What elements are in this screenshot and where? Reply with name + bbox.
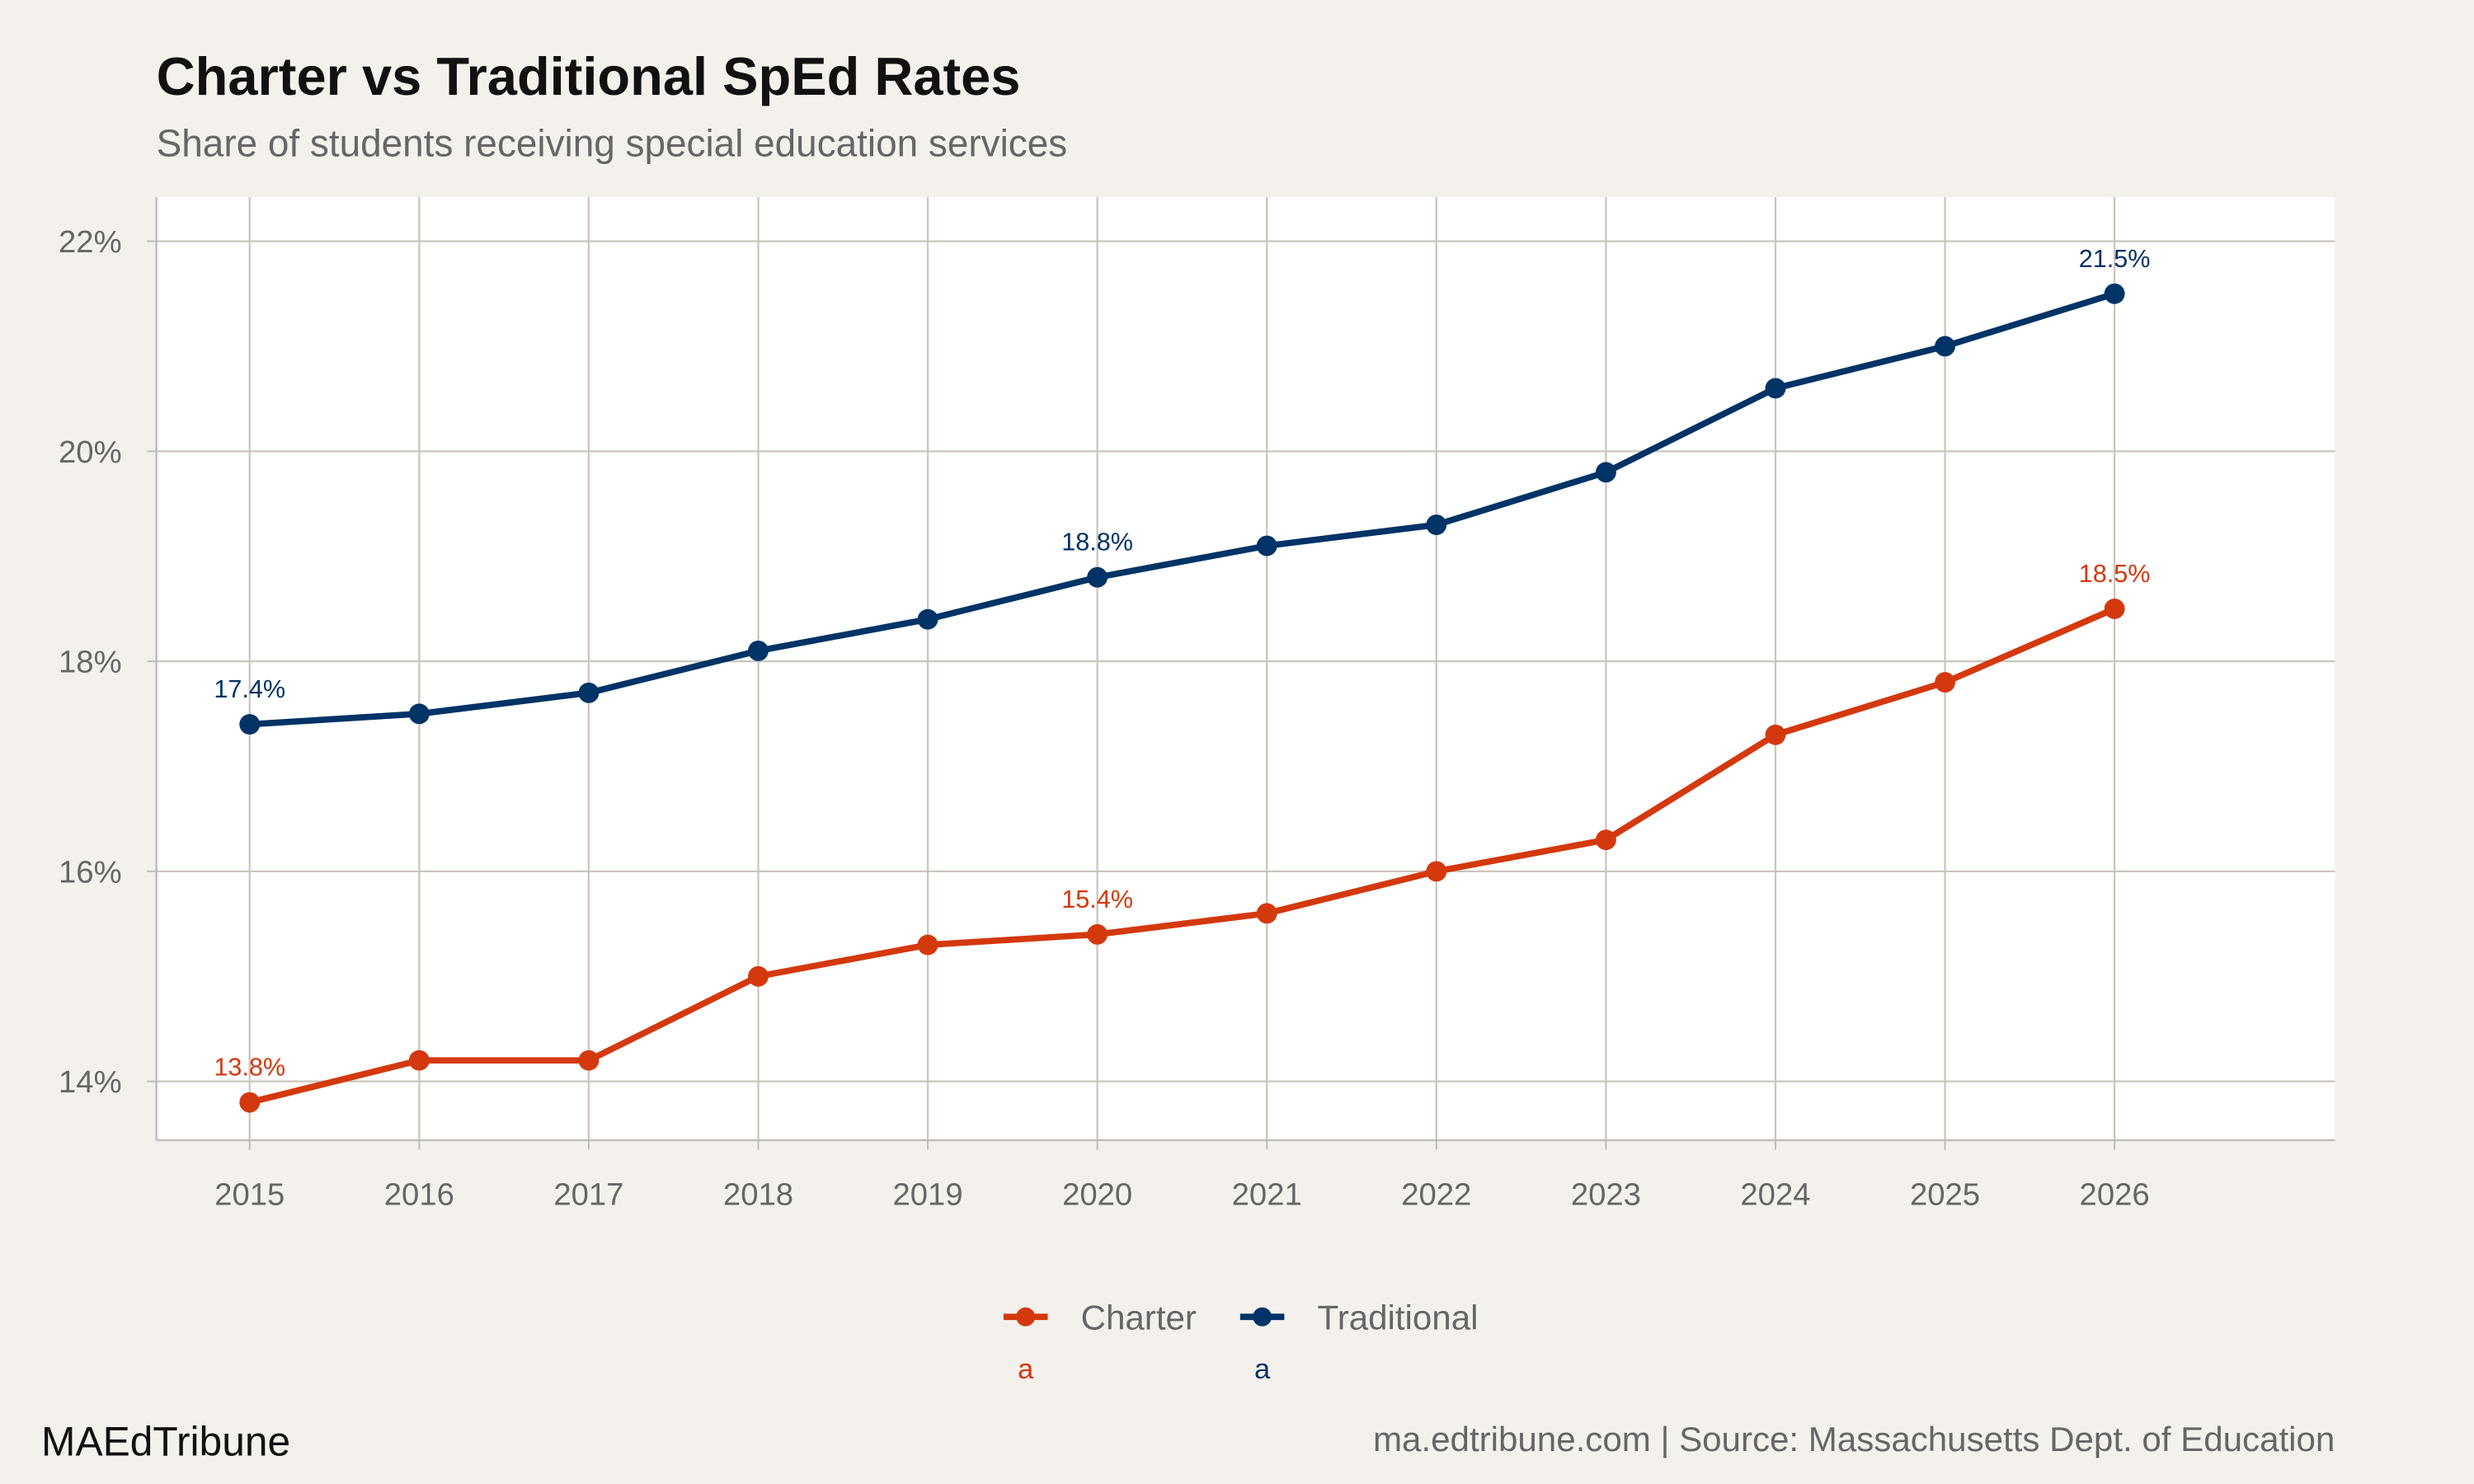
data-point-traditional: [578, 682, 600, 703]
data-label-traditional: 18.8%: [1061, 528, 1133, 556]
data-label-traditional: 21.5%: [2079, 245, 2151, 273]
data-point-traditional: [2104, 283, 2125, 304]
y-tick-label: 18%: [59, 645, 122, 680]
data-point-traditional: [1935, 336, 1955, 357]
data-point-traditional: [1087, 566, 1108, 588]
legend-key-text-traditional: a: [1254, 1354, 1271, 1385]
legend: Charter a Traditional a: [1003, 1298, 1479, 1385]
x-tick-label: 2023: [1571, 1176, 1641, 1212]
x-tick-label: 2018: [723, 1176, 793, 1212]
y-tick-label: 22%: [59, 224, 122, 260]
data-point-charter: [1087, 923, 1108, 945]
data-label-traditional: 17.4%: [214, 675, 285, 703]
data-point-traditional: [1426, 514, 1447, 535]
chart-subtitle: Share of students receiving special educ…: [157, 121, 1068, 164]
data-point-charter: [2104, 599, 2125, 619]
data-point-traditional: [1595, 462, 1616, 483]
data-point-traditional: [917, 608, 938, 630]
data-point-charter: [1595, 829, 1616, 851]
data-point-charter: [748, 965, 769, 987]
plot-area: [156, 197, 2335, 1140]
data-label-charter: 13.8%: [214, 1054, 285, 1082]
x-tick-label: 2019: [893, 1176, 963, 1212]
x-tick-label: 2026: [2080, 1176, 2150, 1212]
source-caption: ma.edtribune.com | Source: Massachusetts…: [1373, 1420, 2335, 1458]
legend-label-charter: Charter: [1081, 1298, 1197, 1337]
x-tick-label: 2025: [1910, 1176, 1980, 1212]
y-tick-label: 14%: [59, 1064, 122, 1100]
data-point-charter: [1426, 861, 1447, 882]
legend-label-traditional: Traditional: [1318, 1298, 1479, 1337]
x-tick-label: 2017: [553, 1176, 623, 1212]
data-label-charter: 18.5%: [2079, 560, 2151, 588]
data-point-traditional: [408, 703, 430, 725]
x-tick-label: 2021: [1232, 1176, 1302, 1212]
data-point-traditional: [1256, 535, 1277, 556]
data-point-charter: [917, 934, 938, 956]
data-point-charter: [1935, 672, 1955, 693]
brand-label: MAEdTribune: [41, 1419, 290, 1465]
data-point-charter: [1256, 903, 1277, 924]
y-tick-label: 20%: [59, 434, 122, 470]
legend-key-text-charter: a: [1018, 1354, 1034, 1385]
data-label-charter: 15.4%: [1061, 885, 1133, 913]
legend-key-traditional-point: [1253, 1307, 1272, 1327]
data-point-traditional: [239, 714, 261, 735]
data-point-traditional: [1765, 378, 1786, 399]
x-tick-label: 2016: [384, 1176, 454, 1212]
data-point-charter: [1765, 724, 1786, 745]
x-tick-label: 2015: [214, 1176, 285, 1212]
x-tick-label: 2024: [1740, 1176, 1810, 1212]
x-tick-label: 2020: [1062, 1176, 1132, 1212]
data-point-charter: [408, 1050, 430, 1071]
x-tick-label: 2022: [1401, 1176, 1471, 1212]
data-point-charter: [578, 1050, 600, 1071]
series-line-charter: [248, 605, 2116, 1106]
y-tick-label: 16%: [59, 854, 122, 890]
data-point-traditional: [748, 640, 769, 661]
series-line-traditional: [249, 290, 2116, 728]
data-point-charter: [239, 1092, 261, 1113]
legend-key-charter-point: [1016, 1307, 1036, 1327]
chart-title: Charter vs Traditional SpEd Rates: [157, 46, 1021, 106]
